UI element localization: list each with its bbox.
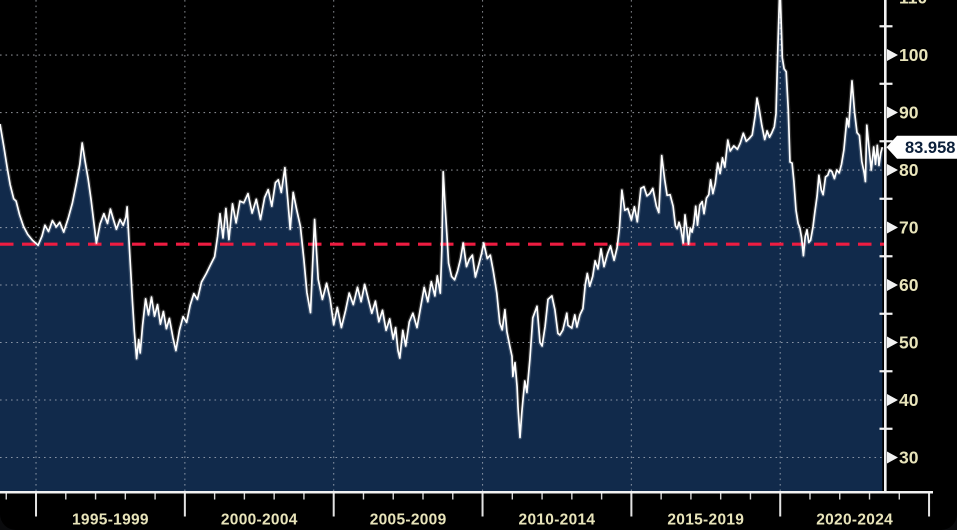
x-year-tick bbox=[124, 493, 127, 500]
x-period-label: 2000-2004 bbox=[221, 512, 298, 529]
y-tick-label: 90 bbox=[899, 103, 919, 123]
y-minor-tick bbox=[879, 312, 893, 315]
y-tick-label: 100 bbox=[899, 45, 928, 65]
y-axis-line bbox=[884, 0, 887, 492]
y-tick-arrow-icon bbox=[887, 451, 898, 464]
x-period-separator bbox=[779, 493, 782, 517]
y-minor-tick bbox=[879, 25, 893, 28]
x-period-label: 2010-2014 bbox=[519, 512, 596, 529]
x-year-tick bbox=[243, 493, 246, 500]
x-year-tick bbox=[392, 493, 394, 500]
x-period-separator bbox=[35, 493, 38, 517]
series-area bbox=[0, 0, 883, 491]
gridlines bbox=[0, 0, 885, 491]
x-period-label: 1995-1999 bbox=[72, 512, 149, 529]
y-tick-label: 50 bbox=[899, 333, 919, 353]
x-year-tick bbox=[452, 493, 454, 500]
x-period-label: 2005-2009 bbox=[370, 512, 447, 529]
x-year-tick bbox=[94, 493, 97, 500]
x-period-separator bbox=[183, 493, 186, 517]
y-minor-tick bbox=[879, 255, 893, 258]
y-minor-tick bbox=[879, 427, 893, 430]
series-area-group bbox=[0, 0, 883, 491]
x-axis-line bbox=[0, 491, 933, 494]
x-period-separator bbox=[630, 493, 633, 517]
x-year-tick bbox=[749, 493, 752, 500]
y-minor-tick bbox=[879, 197, 893, 200]
last-price-bubble: 83.958 bbox=[886, 135, 957, 159]
x-year-tick bbox=[809, 493, 811, 500]
x-year-tick bbox=[65, 493, 67, 500]
y-tick-arrow-icon bbox=[887, 106, 898, 119]
series-line bbox=[0, 0, 884, 439]
y-minor-tick bbox=[879, 140, 893, 143]
x-year-tick bbox=[154, 493, 156, 500]
x-year-tick bbox=[303, 493, 305, 500]
x-period-separator bbox=[332, 493, 335, 517]
y-tick-arrow-icon bbox=[887, 221, 898, 234]
x-axis: 1995-1999 2000-2004 2005-2009 2010-2014 2015… bbox=[0, 491, 933, 529]
x-year-tick bbox=[719, 493, 722, 500]
x-year-tick bbox=[422, 493, 424, 500]
y-tick-arrow-icon bbox=[887, 336, 898, 349]
x-year-tick bbox=[690, 493, 692, 500]
last-price-bubble-shape bbox=[886, 135, 957, 159]
x-year-tick bbox=[362, 493, 365, 500]
x-year-tick bbox=[839, 493, 841, 500]
y-tick-label: 30 bbox=[899, 448, 919, 468]
x-year-tick bbox=[511, 493, 514, 500]
y-tick-label: 110 bbox=[899, 0, 927, 8]
x-period-separator bbox=[928, 493, 931, 517]
y-tick-label: 80 bbox=[899, 160, 919, 180]
y-axis: 110 100 90 80 70 60 50 40 30 bbox=[879, 0, 928, 492]
y-minor-tick bbox=[879, 370, 893, 373]
x-period-label: 2020-2024 bbox=[816, 512, 893, 529]
x-year-tick bbox=[213, 493, 216, 500]
x-year-tick bbox=[660, 493, 662, 500]
x-period-separator bbox=[481, 493, 484, 517]
last-price-value: 83.958 bbox=[905, 139, 955, 157]
x-year-tick bbox=[5, 493, 7, 500]
x-year-tick bbox=[898, 493, 900, 500]
y-tick-label: 60 bbox=[899, 275, 919, 295]
y-tick-arrow-icon bbox=[887, 164, 898, 177]
y-minor-tick bbox=[879, 82, 893, 85]
y-tick-arrow-icon bbox=[887, 279, 898, 292]
x-year-tick bbox=[868, 493, 871, 500]
x-year-tick bbox=[541, 493, 543, 500]
y-tick-arrow-icon bbox=[887, 49, 898, 62]
x-period-label: 2015-2019 bbox=[667, 512, 744, 529]
y-tick-label: 40 bbox=[899, 390, 919, 410]
y-tick-arrow-icon bbox=[887, 394, 898, 407]
y-tick-label: 70 bbox=[899, 218, 919, 238]
series-line-group bbox=[0, 0, 885, 440]
x-year-tick bbox=[571, 493, 573, 500]
x-year-tick bbox=[600, 493, 603, 500]
x-year-tick bbox=[273, 493, 275, 500]
